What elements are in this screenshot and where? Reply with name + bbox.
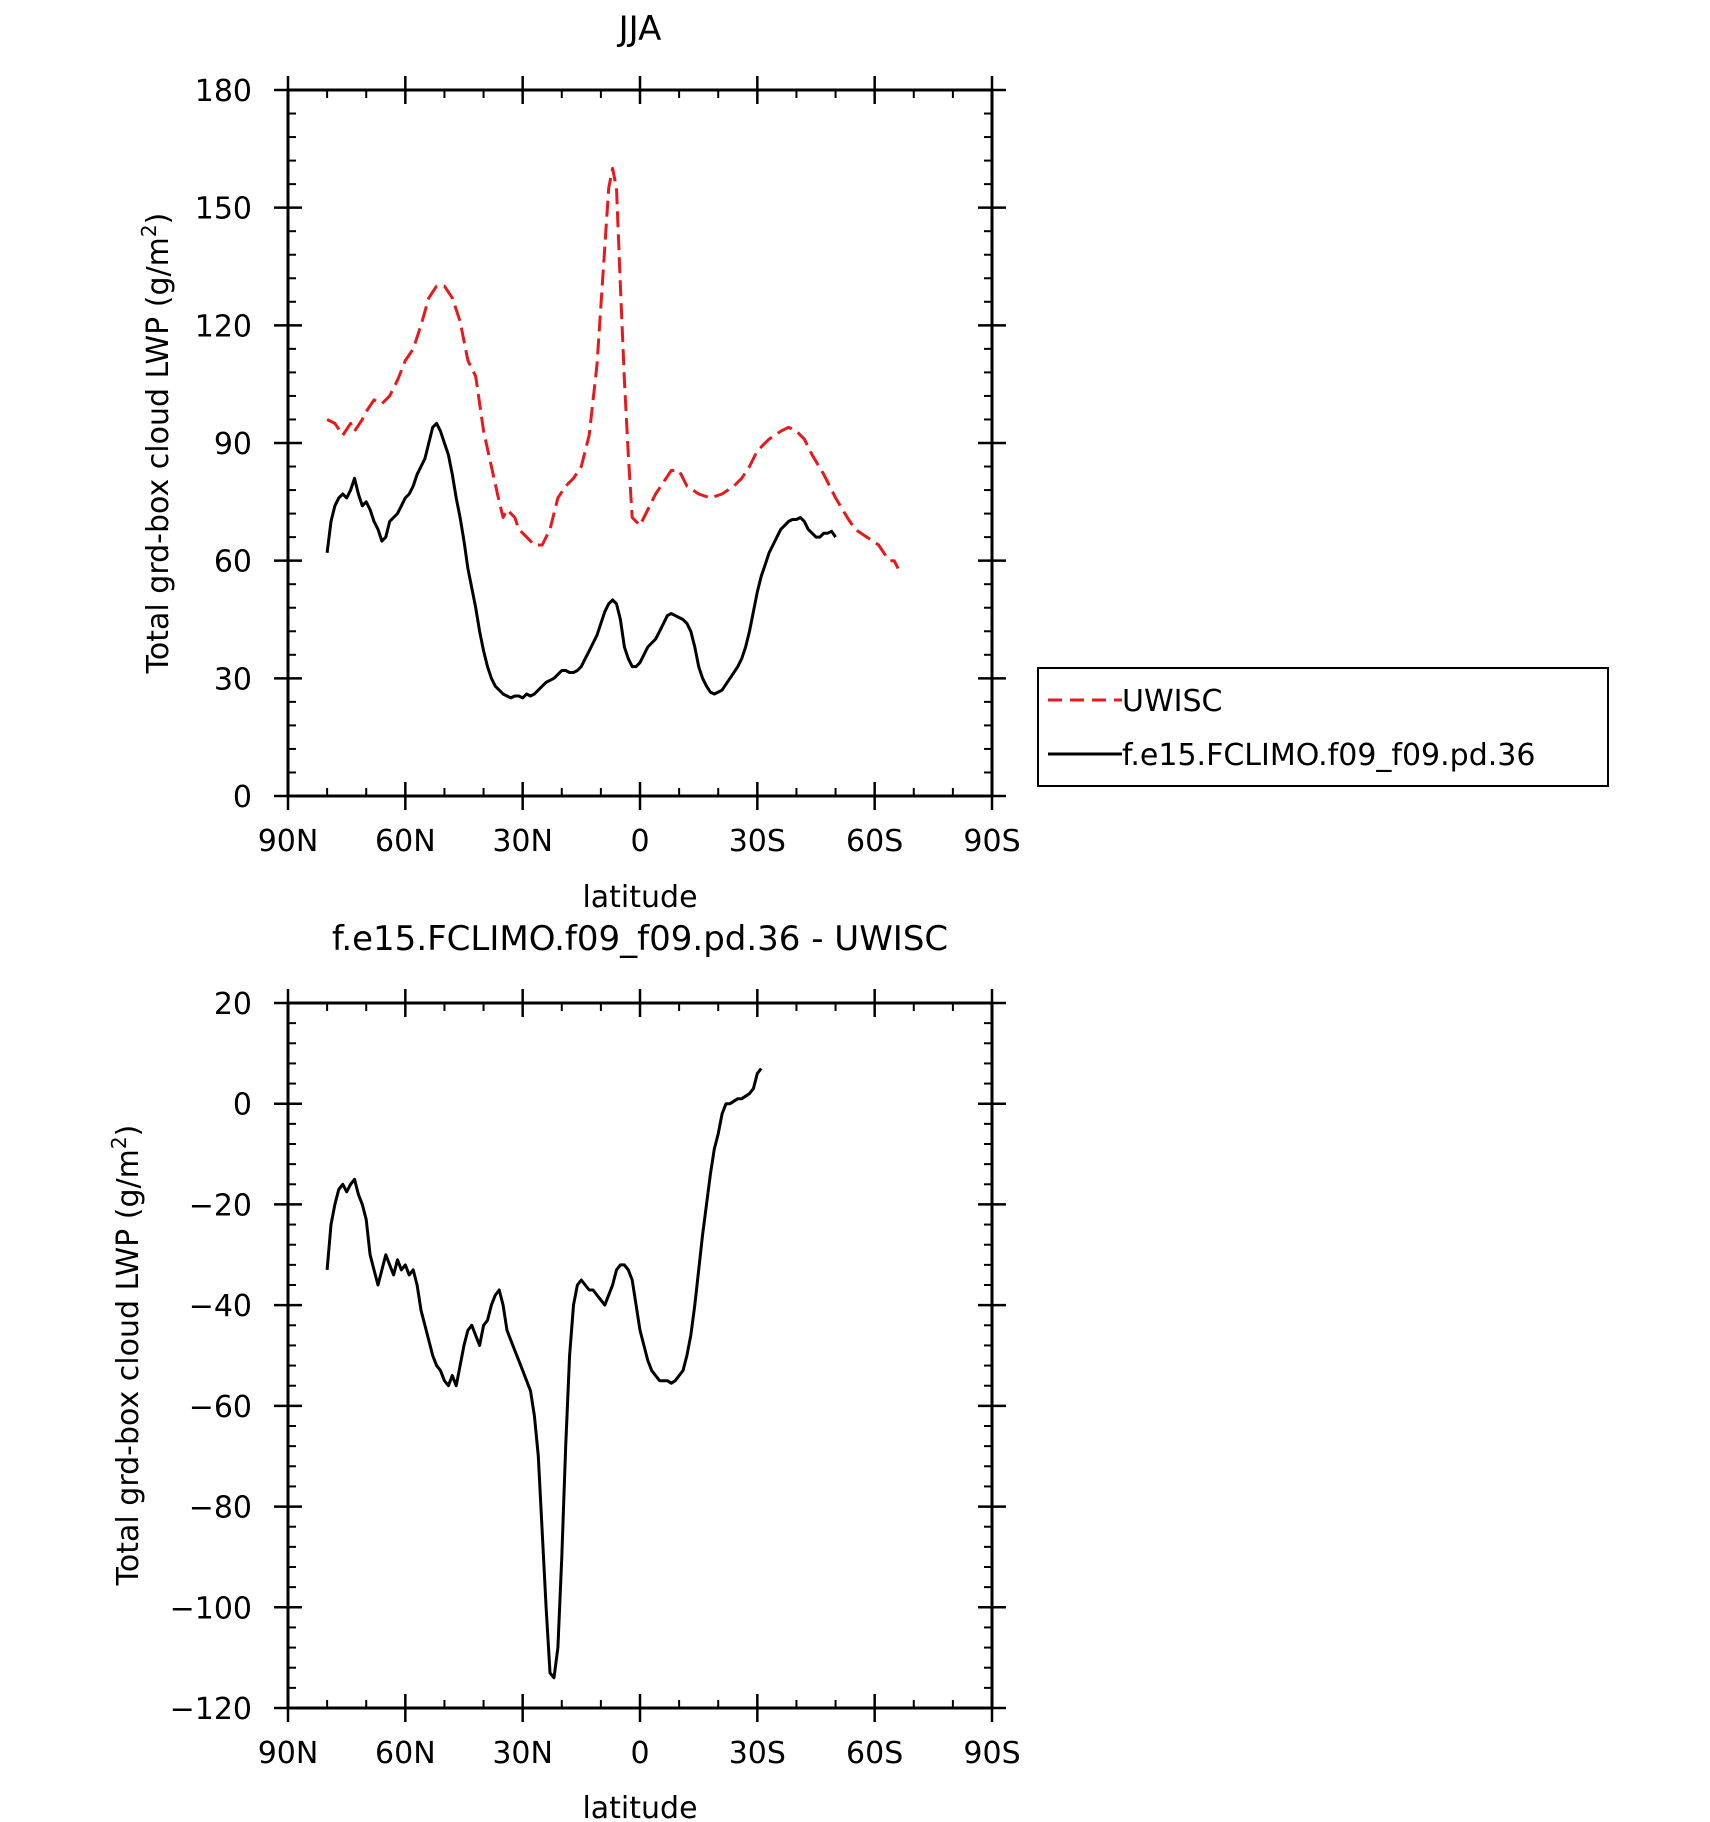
bottom-chart-xtick-label: 60N (375, 1736, 436, 1771)
top-chart-ylabel: Total grd-box cloud LWP (g/m2) (137, 213, 176, 675)
bottom-chart-series (325, 1067, 763, 1680)
top-chart-ytick-label: 60 (214, 545, 252, 580)
top-chart-ytick-label: 120 (195, 309, 252, 344)
bottom-chart-frame (286, 1001, 994, 1710)
top-chart-ticks: 90N 60N 30N 0 30S 60S 90S 0 30 60 90 120 150 180 (195, 74, 1021, 859)
top-chart-xtick-label: 30N (492, 824, 553, 859)
top-chart-xlabel: latitude (582, 880, 697, 915)
top-chart-legend: UWISC f.e15.FCLIMO.f09_f09.pd.36 (1037, 667, 1609, 787)
bottom-chart-ticks: 90N 60N 30N 0 30S 60S 90S −120 −100 −80 −60 −40 −20 0… (170, 987, 1021, 1771)
top-chart-series (325, 166, 900, 700)
top-chart-xtick-label: 90N (258, 824, 319, 859)
bottom-chart-xtick-label: 30N (492, 1736, 553, 1771)
top-chart-xtick-label: 60S (846, 824, 903, 859)
bottom-chart-xtick-label: 30S (729, 1736, 786, 1771)
legend-box (1037, 667, 1609, 787)
top-chart-ytick-label: 90 (214, 427, 252, 462)
bottom-chart-ytick-label: −40 (189, 1289, 252, 1324)
bottom-chart-xlabel: latitude (582, 1791, 697, 1822)
bottom-chart-ylabel: Total grd-box cloud LWP (g/m2) (107, 1125, 146, 1587)
top-chart-xtick-label: 90S (963, 824, 1020, 859)
legend-label-uwisc: UWISC (1122, 684, 1222, 719)
top-chart-title: JJA (617, 9, 662, 49)
bottom-chart-ytick-label: 20 (214, 987, 252, 1022)
bottom-chart-ytick-label: −100 (170, 1591, 252, 1626)
top-chart-xtick-label: 0 (630, 824, 649, 859)
bottom-chart-title: f.e15.FCLIMO.f09_f09.pd.36 - UWISC (332, 919, 948, 959)
top-chart-xtick-label: 60N (375, 824, 436, 859)
bottom-chart-ytick-label: −20 (189, 1188, 252, 1223)
top-chart-panel: JJA 90N 60N 30N 0 30S 60S 90S0306090120150180 … (137, 9, 1609, 915)
bottom-chart-ytick-label: 0 (233, 1088, 252, 1123)
top-chart-series-line-2 (325, 421, 837, 700)
top-chart-ytick-label: 180 (195, 74, 252, 109)
bottom-chart-ytick-label: −60 (189, 1390, 252, 1425)
bottom-chart-series-line-1 (325, 1067, 763, 1680)
bottom-chart-ytick-label: −80 (189, 1491, 252, 1526)
bottom-chart-panel: f.e15.FCLIMO.f09_f09.pd.36 - UWISC 90N 60… (107, 919, 1021, 1822)
top-chart-series-line-1 (326, 166, 900, 570)
bottom-chart-xtick-label: 90S (963, 1736, 1020, 1771)
bottom-chart-xtick-label: 60S (846, 1736, 903, 1771)
bottom-chart-xtick-label: 0 (630, 1736, 649, 1771)
top-chart-ytick-label: 0 (233, 780, 252, 815)
bottom-chart-ytick-label: −120 (170, 1692, 252, 1727)
top-chart-xtick-label: 30S (729, 824, 786, 859)
top-chart-ytick-label: 150 (195, 192, 252, 227)
legend-label-model: f.e15.FCLIMO.f09_f09.pd.36 (1122, 738, 1535, 773)
bottom-chart-xtick-label: 90N (258, 1736, 319, 1771)
top-chart-frame (286, 88, 994, 798)
top-chart-ytick-label: 30 (214, 662, 252, 697)
